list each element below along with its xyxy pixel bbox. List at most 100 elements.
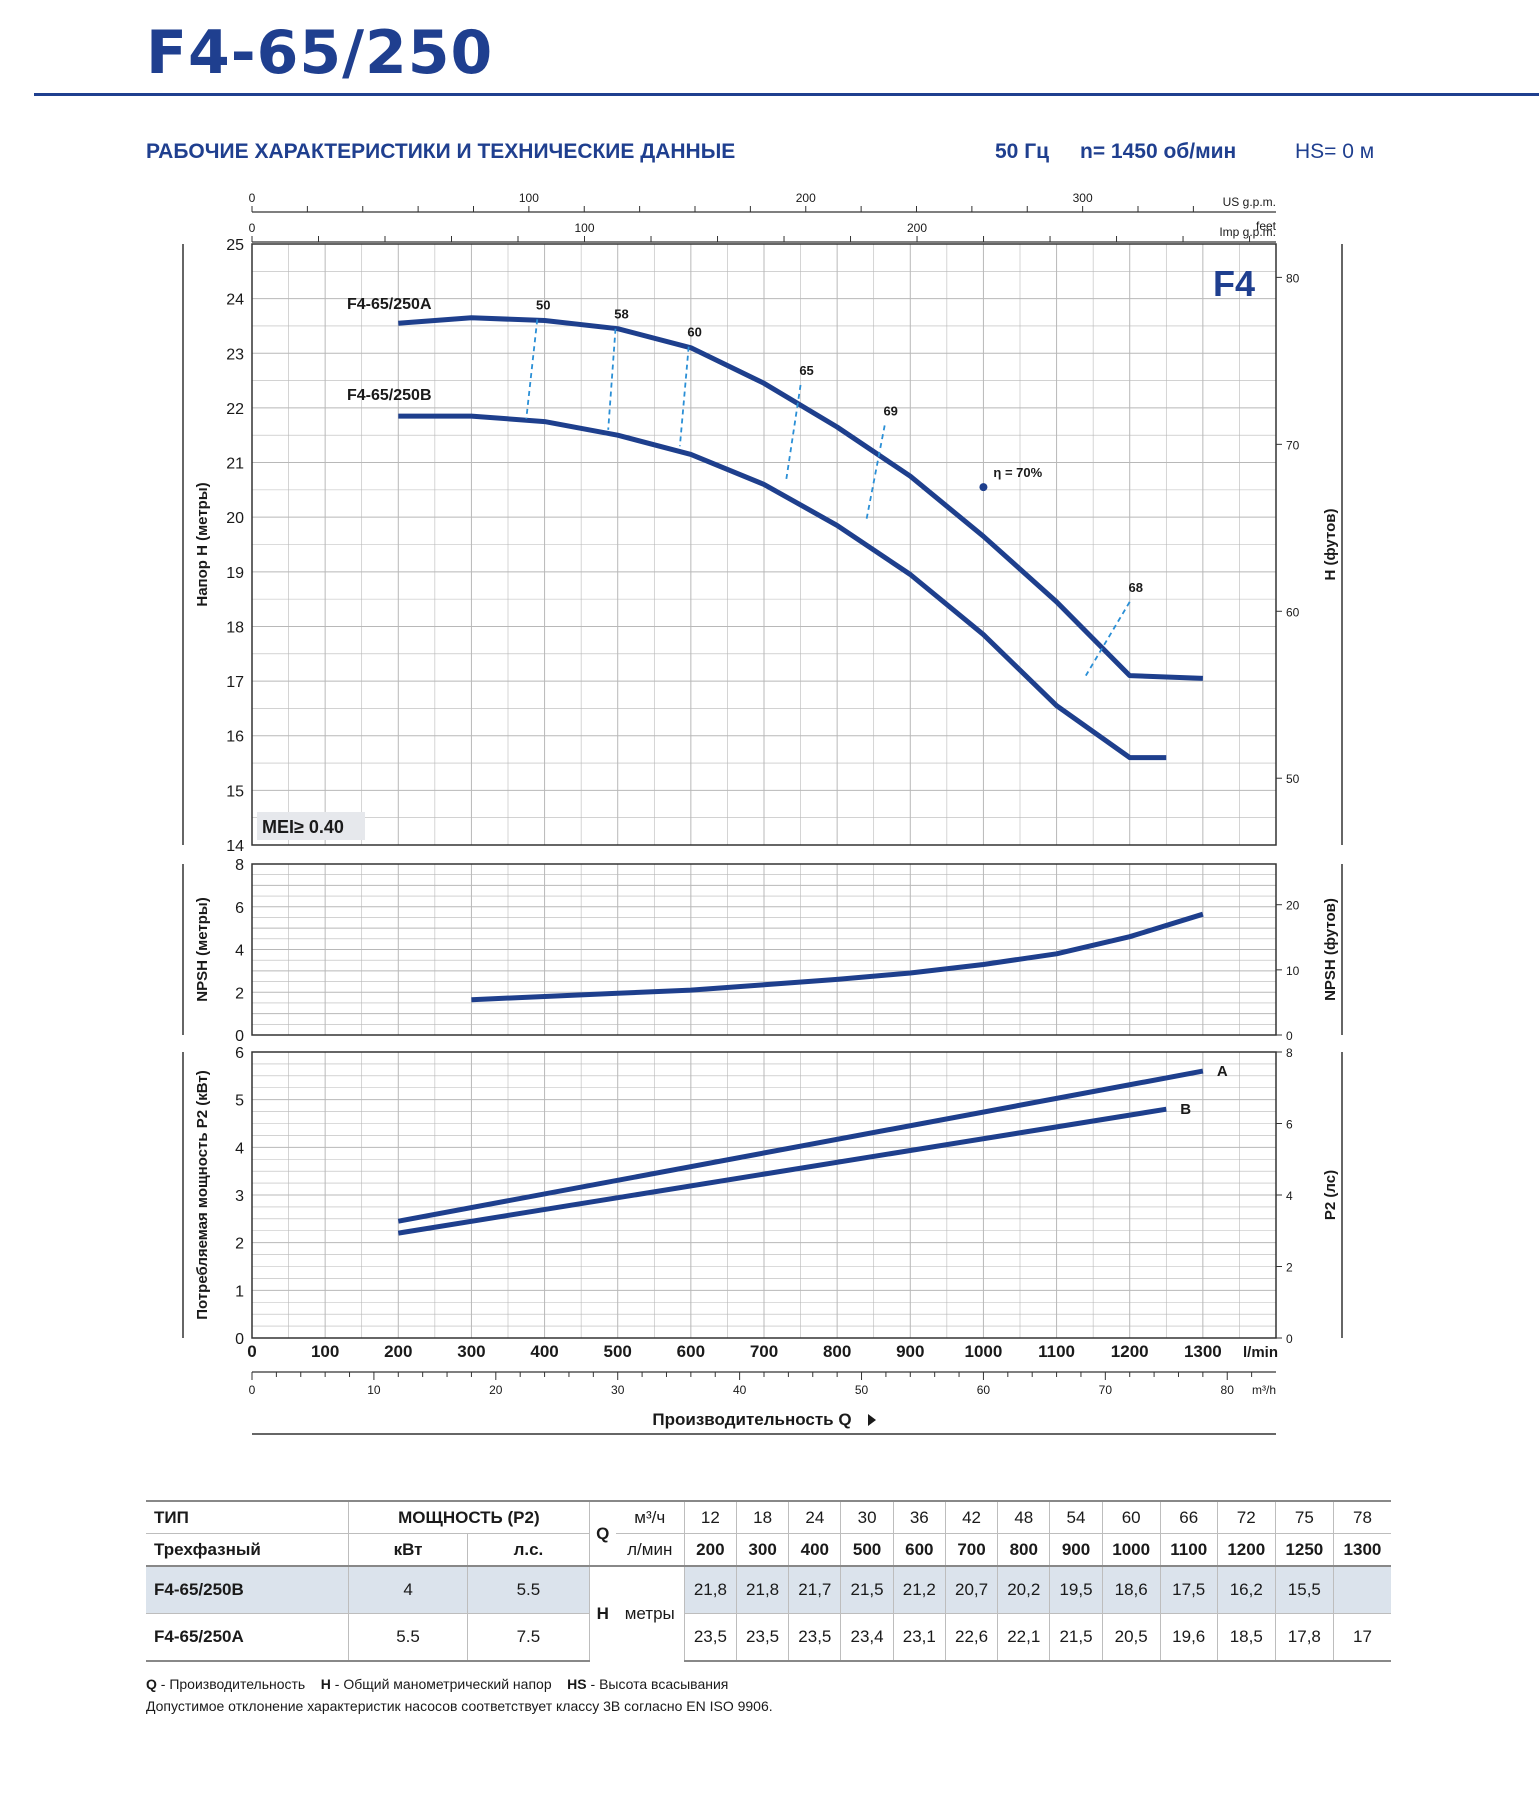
lmin-tick-label: 600 [677,1342,705,1361]
series-end-label: A [1217,1063,1228,1080]
h-cell: 23,5 [788,1613,842,1662]
m3h-tick-label: 70 [1099,1383,1113,1397]
type-header: ТИП [146,1500,349,1534]
lmin-tick-label: 400 [530,1342,558,1361]
h-cell: 23,5 [736,1613,790,1662]
q-m3h-cell: 24 [788,1500,842,1534]
lmin-tick-label: 700 [750,1342,778,1361]
h-cell: 23,4 [840,1613,894,1662]
q-m3h-cell: 54 [1049,1500,1103,1534]
y-tick-label: 17 [226,674,244,691]
y-tick-label: 0 [235,1028,244,1045]
q-lmin-cell: 1100 [1160,1533,1218,1566]
q-lmin-cell: 1000 [1102,1533,1161,1566]
y2-tick-label: 2 [1286,1261,1293,1275]
y2-tick-label: 50 [1286,772,1300,786]
y-tick-label: 8 [235,857,244,874]
lmin-tick-label: 100 [311,1342,339,1361]
lmin-tick-label: 1000 [965,1342,1003,1361]
imp-gpm-tick-label: 100 [574,221,594,235]
us-gpm-label: US g.p.m. [1223,195,1276,209]
lmin-tick-label: 1200 [1111,1342,1149,1361]
h-cell: 17 [1333,1613,1391,1662]
y-tick-label: 0 [235,1331,244,1348]
series-line-F4-65/250B [398,413,1167,761]
y-tick-label: 2 [235,1236,244,1253]
page-title: F4-65/250 [146,18,494,88]
data-table: ТИП МОЩНОСТЬ (P2) Q м³/ч 12 18 24 30 36 … [146,1500,1391,1662]
q-lmin-cell: 400 [788,1533,842,1566]
h-cell: 16,2 [1217,1565,1276,1614]
x-axis-title: Производительность Q [652,1410,851,1429]
y2-tick-label: 0 [1286,1332,1293,1346]
q-m3h-cell: 78 [1333,1500,1391,1534]
q-lmin-cell: 700 [945,1533,999,1566]
q-m3h-cell: 36 [893,1500,946,1534]
efficiency-label: 58 [614,307,628,322]
h-cell: 21,8 [736,1565,790,1614]
q-m3h-cell: 42 [945,1500,999,1534]
plot-frame [251,243,1277,846]
h-cell: 23,5 [684,1613,737,1662]
y-tick-label: 5 [235,1093,244,1110]
legend-line: Q - Производительность H - Общий маномет… [146,1676,728,1692]
hp-cell: 5.5 [467,1565,590,1614]
h-cell: 19,6 [1160,1613,1218,1662]
series-line-F4-65/250A [398,315,1203,681]
y2-tick-label: 8 [1286,1046,1293,1060]
y-tick-label: 6 [235,1045,244,1062]
h-cell: 22,1 [997,1613,1051,1662]
series-line-B [397,1106,1167,1236]
series-end-label: B [1180,1101,1191,1118]
lmin-label: l/min [1243,1344,1278,1361]
lmin-unit: л/мин [615,1533,685,1566]
h-cell: 17,8 [1275,1613,1334,1662]
y2-tick-label: 60 [1286,605,1300,619]
m3h-tick-label: 10 [367,1383,381,1397]
efficiency-point [979,483,988,492]
h-cell: 21,5 [1049,1613,1103,1662]
subtitle: РАБОЧИЕ ХАРАКТЕРИСТИКИ И ТЕХНИЧЕСКИЕ ДАН… [146,140,736,163]
series-badge: F4 [1213,263,1255,304]
lmin-tick-label: 200 [384,1342,412,1361]
y-tick-label: 21 [226,456,244,473]
y-tick-label: 6 [235,900,244,917]
us-gpm-tick-label: 100 [519,191,539,205]
y-tick-label: 16 [226,729,244,746]
y-tick-label: 18 [226,619,244,636]
lmin-tick-label: 900 [896,1342,924,1361]
h-cell: 23,1 [893,1613,946,1662]
y-tick-label: 19 [226,565,244,582]
q-lmin-cell: 1250 [1275,1533,1334,1566]
frequency-label: 50 Гц [995,140,1050,163]
h-cell: 18,6 [1102,1565,1161,1614]
m3h-unit: м³/ч [615,1500,685,1534]
us-gpm-tick-label: 300 [1073,191,1093,205]
q-lmin-cell: 900 [1049,1533,1103,1566]
lmin-tick-label: 0 [247,1342,256,1361]
y2-tick-label: 4 [1286,1189,1293,1203]
q-lmin-cell: 300 [736,1533,790,1566]
lmin-tick-label: 300 [457,1342,485,1361]
m3h-tick-label: 60 [977,1383,991,1397]
q-m3h-cell: 12 [684,1500,737,1534]
phase-header: Трехфазный [146,1533,349,1566]
lmin-tick-label: 500 [604,1342,632,1361]
y-tick-label: 20 [226,510,244,527]
efficiency-label: η = 70% [993,465,1042,480]
y2-tick-label: 0 [1286,1029,1293,1043]
tolerance-note: Допустимое отклонение характеристик насо… [146,1698,773,1714]
h-cell: 18,5 [1217,1613,1276,1662]
y-tick-label: 4 [235,943,244,960]
q-m3h-cell: 18 [736,1500,790,1534]
y2-axis-title: H (футов) [1322,509,1339,581]
y-tick-label: 14 [226,838,244,855]
m3h-tick-label: 0 [249,1383,256,1397]
plot-frame [251,863,1277,1036]
h-cell: 21,5 [840,1565,894,1614]
h-cell [1333,1565,1391,1614]
y-axis-title: Напор H (метры) [194,482,211,606]
efficiency-line [678,346,690,447]
q-m3h-cell: 75 [1275,1500,1334,1534]
